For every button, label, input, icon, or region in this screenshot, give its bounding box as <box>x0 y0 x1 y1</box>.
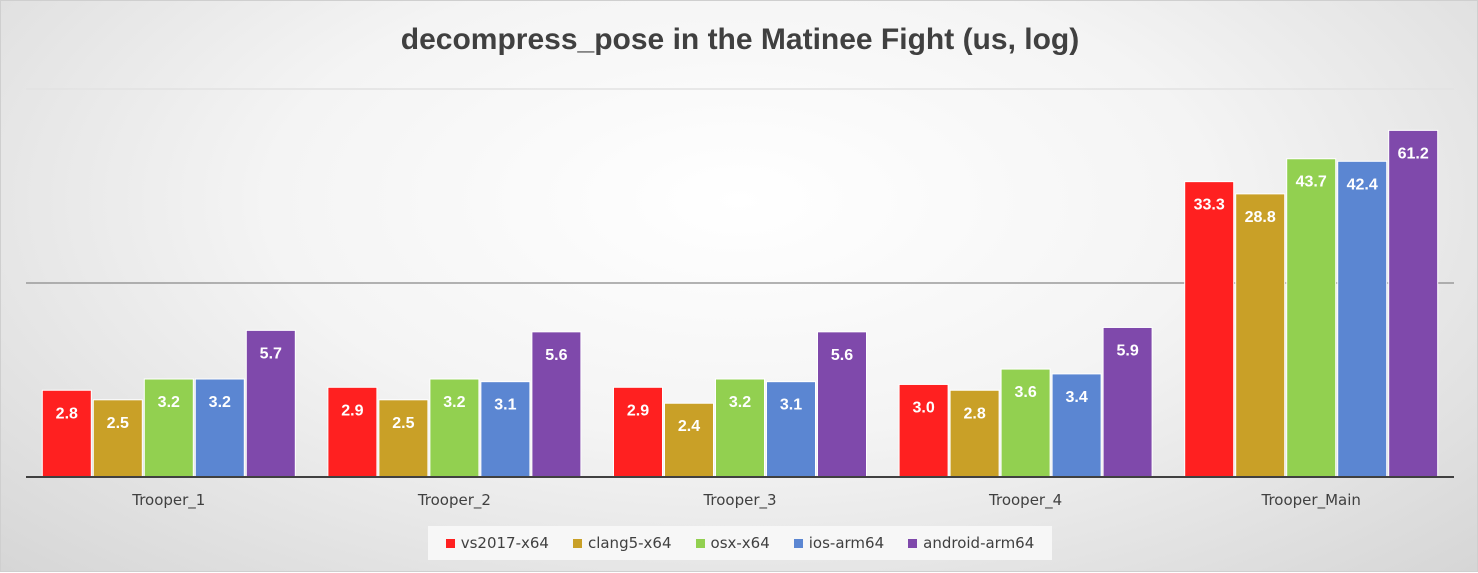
legend-item-ios-arm64: ios-arm64 <box>793 534 885 552</box>
bar-osx-x64-Trooper_2 <box>429 378 480 478</box>
bar-vs2017-x64-Trooper_4 <box>898 383 949 478</box>
bar-clang5-x64-Trooper_Main <box>1235 193 1286 478</box>
data-label: 61.2 <box>1398 145 1429 162</box>
data-label: 3.2 <box>158 394 180 411</box>
data-label: 42.4 <box>1347 176 1378 193</box>
bar-vs2017-x64-Trooper_1 <box>41 389 92 478</box>
bar-android-arm64-Trooper_3 <box>817 331 867 478</box>
bar-ios-arm64-Trooper_2 <box>480 381 531 478</box>
bar-vs2017-x64-Trooper_Main <box>1184 181 1235 478</box>
category-label: Trooper_1 <box>131 491 205 510</box>
data-label: 5.7 <box>260 345 282 362</box>
data-label: 33.3 <box>1194 197 1225 214</box>
category-label: Trooper_3 <box>702 491 776 510</box>
data-label: 2.9 <box>341 402 363 419</box>
data-label: 5.9 <box>1116 342 1138 359</box>
data-label: 3.2 <box>443 394 465 411</box>
category-label: Trooper_4 <box>988 491 1062 510</box>
bar-android-arm64-Trooper_2 <box>531 331 582 478</box>
bar-vs2017-x64-Trooper_2 <box>327 386 378 478</box>
legend-label: clang5-x64 <box>587 534 672 552</box>
legend-label: android-arm64 <box>923 534 1035 552</box>
data-label: 3.0 <box>912 399 934 416</box>
legend-swatch <box>572 538 582 548</box>
bar-clang5-x64-Trooper_2 <box>378 399 429 478</box>
data-label: 2.5 <box>392 415 414 432</box>
data-label: 2.4 <box>678 418 700 435</box>
bar-osx-x64-Trooper_4 <box>1000 368 1051 478</box>
chart-title: decompress_pose in the Matinee Fight (us… <box>400 23 1080 56</box>
category-label: Trooper_Main <box>1261 491 1361 510</box>
data-label: 5.6 <box>545 347 567 364</box>
legend-swatch <box>793 538 803 548</box>
bar-ios-arm64-Trooper_4 <box>1051 373 1102 478</box>
legend-item-vs2017-x64: vs2017-x64 <box>445 534 549 552</box>
legend-swatch <box>445 538 455 548</box>
category-label: Trooper_2 <box>417 491 491 510</box>
bar-clang5-x64-Trooper_3 <box>664 402 714 478</box>
data-label: 28.8 <box>1245 209 1276 226</box>
data-label: 2.8 <box>963 405 985 422</box>
bar-android-arm64-Trooper_Main <box>1388 129 1439 478</box>
legend-swatch <box>908 538 918 548</box>
bar-osx-x64-Trooper_Main <box>1286 158 1337 478</box>
bar-android-arm64-Trooper_1 <box>245 329 296 478</box>
data-label: 2.8 <box>56 405 78 422</box>
legend-label: ios-arm64 <box>808 534 885 552</box>
bar-ios-arm64-Trooper_Main <box>1337 160 1388 478</box>
legend-swatch <box>695 538 705 548</box>
bar-vs2017-x64-Trooper_3 <box>613 386 663 478</box>
data-label: 43.7 <box>1296 174 1327 191</box>
legend: vs2017-x64 clang5-x64 osx-x64 ios-arm64 andr… <box>428 526 1052 560</box>
data-label: 3.6 <box>1014 384 1036 401</box>
bar-clang5-x64-Trooper_1 <box>92 399 143 478</box>
data-label: 3.1 <box>780 397 802 414</box>
data-label: 3.2 <box>209 394 231 411</box>
data-label: 3.4 <box>1065 389 1087 406</box>
bar-clang5-x64-Trooper_4 <box>949 389 1000 478</box>
data-label: 3.2 <box>729 394 751 411</box>
legend-item-osx-x64: osx-x64 <box>695 534 770 552</box>
data-label: 3.1 <box>494 397 516 414</box>
legend-label: vs2017-x64 <box>460 534 549 552</box>
legend-item-clang5-x64: clang5-x64 <box>572 534 672 552</box>
bar-osx-x64-Trooper_1 <box>143 378 194 478</box>
data-label: 2.9 <box>627 402 649 419</box>
bar-osx-x64-Trooper_3 <box>715 378 765 478</box>
legend-label: osx-x64 <box>710 534 770 552</box>
bar-android-arm64-Trooper_4 <box>1102 326 1153 478</box>
bar-ios-arm64-Trooper_3 <box>766 381 816 478</box>
data-label: 5.6 <box>831 347 853 364</box>
legend-item-android-arm64: android-arm64 <box>908 534 1034 552</box>
data-label: 2.5 <box>107 415 129 432</box>
